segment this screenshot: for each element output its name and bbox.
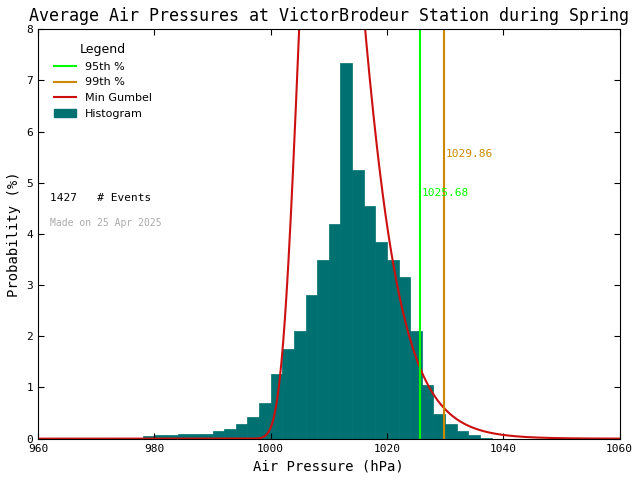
Bar — [271, 374, 282, 439]
Min Gumbel — [434, 398, 442, 404]
Bar — [236, 424, 248, 439]
Bar — [480, 438, 492, 439]
Bar — [445, 424, 457, 439]
95th % — [416, 436, 424, 442]
Text: Made on 25 Apr 2025: Made on 25 Apr 2025 — [50, 218, 161, 228]
Bar — [375, 241, 387, 439]
Bar — [457, 432, 468, 439]
95th % — [416, 384, 424, 390]
Min Gumbel — [488, 430, 496, 436]
Min Gumbel — [93, 436, 101, 442]
Text: 1025.68: 1025.68 — [422, 188, 469, 198]
Bar — [189, 434, 201, 439]
Text: 1427   # Events: 1427 # Events — [50, 193, 151, 203]
Bar — [399, 277, 410, 439]
Bar — [259, 403, 271, 439]
X-axis label: Air Pressure (hPa): Air Pressure (hPa) — [253, 459, 404, 473]
Bar — [178, 434, 189, 439]
Y-axis label: Probability (%): Probability (%) — [7, 171, 21, 297]
Min Gumbel — [616, 436, 623, 442]
Bar — [282, 349, 294, 439]
Bar — [317, 260, 329, 439]
Line: Min Gumbel: Min Gumbel — [38, 0, 620, 439]
Min Gumbel — [291, 141, 298, 147]
Bar — [166, 435, 178, 439]
Bar — [329, 224, 340, 439]
99th % — [440, 436, 448, 442]
Bar — [212, 432, 224, 439]
Text: 1029.86: 1029.86 — [446, 149, 493, 159]
Bar — [468, 435, 480, 439]
99th % — [440, 384, 448, 390]
Bar — [410, 331, 422, 439]
Bar — [143, 436, 154, 439]
Bar — [433, 414, 445, 439]
Bar — [224, 429, 236, 439]
Bar — [154, 435, 166, 439]
Min Gumbel — [499, 432, 506, 438]
Bar — [248, 417, 259, 439]
Bar — [294, 331, 305, 439]
Title: Average Air Pressures at VictorBrodeur Station during Spring: Average Air Pressures at VictorBrodeur S… — [29, 7, 629, 25]
Bar — [422, 385, 433, 439]
Bar — [340, 62, 352, 439]
Legend: 95th %, 99th %, Min Gumbel, Histogram: 95th %, 99th %, Min Gumbel, Histogram — [49, 39, 157, 123]
Bar — [364, 206, 375, 439]
Bar — [201, 434, 212, 439]
Bar — [305, 295, 317, 439]
Min Gumbel — [35, 436, 42, 442]
Bar — [387, 260, 399, 439]
Bar — [352, 170, 364, 439]
Min Gumbel — [269, 417, 277, 422]
Bar — [131, 438, 143, 439]
